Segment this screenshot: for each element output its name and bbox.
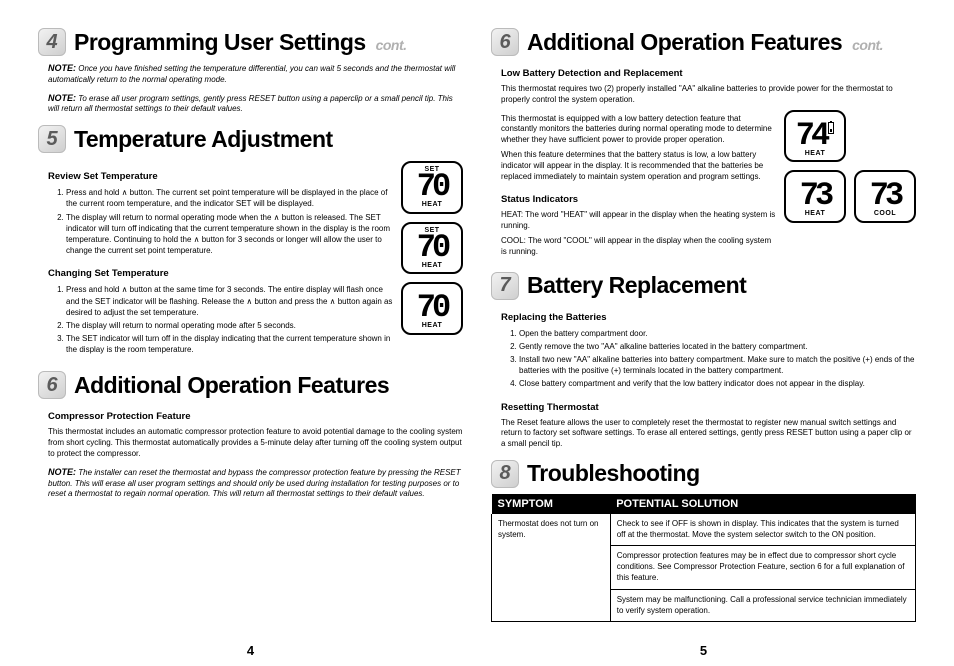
- table-header: POTENTIAL SOLUTION: [610, 494, 915, 514]
- steps-list: Press and hold ∧ button at the same time…: [48, 284, 393, 355]
- subheading: Resetting Thermostat: [501, 402, 916, 413]
- note: NOTE: The installer can reset the thermo…: [48, 466, 463, 500]
- step: Gently remove the two "AA" alkaline batt…: [519, 341, 916, 352]
- badge-4: 4: [38, 28, 66, 56]
- section-7-title: Battery Replacement: [527, 272, 746, 299]
- section-4-header: 4 Programming User Settings cont.: [38, 28, 463, 56]
- step: The SET indicator will turn off in the d…: [66, 333, 393, 355]
- lcd-display: 73 COOL: [854, 170, 916, 223]
- left-page: 4 Programming User Settings cont. NOTE: …: [24, 18, 477, 656]
- step: Press and hold ∧ button at the same time…: [66, 284, 393, 318]
- subheading: Compressor Protection Feature: [48, 411, 463, 422]
- cont-label: cont.: [376, 37, 407, 53]
- battery-icon: [828, 122, 834, 134]
- table-cell: Compressor protection features may be in…: [610, 546, 915, 589]
- section-6-title: Additional Operation Features: [527, 29, 842, 55]
- lcd-display: SET 70 HEAT: [401, 161, 463, 214]
- section-6-header: 6 Additional Operation Features cont.: [491, 28, 916, 56]
- lcd-display: 73 HEAT: [784, 170, 846, 223]
- table-header: SYMPTOM: [492, 494, 611, 514]
- subheading: Replacing the Batteries: [501, 312, 916, 323]
- section-6-header: 6 Additional Operation Features: [38, 371, 463, 399]
- paragraph: COOL: The word "COOL" will appear in the…: [501, 236, 776, 258]
- badge-6: 6: [38, 371, 66, 399]
- section-5-title: Temperature Adjustment: [74, 126, 333, 153]
- section-4-title: Programming User Settings: [74, 29, 366, 55]
- note: NOTE: To erase all user program settings…: [48, 92, 463, 116]
- subheading: Low Battery Detection and Replacement: [501, 68, 916, 79]
- paragraph: This thermostat includes an automatic co…: [48, 427, 463, 459]
- paragraph: This thermostat requires two (2) properl…: [501, 84, 916, 106]
- steps-list: Press and hold ∧ button. The current set…: [48, 187, 393, 256]
- lcd-display: 70 HEAT: [401, 282, 463, 335]
- steps-list: Open the battery compartment door. Gentl…: [501, 328, 916, 390]
- section-5-header: 5 Temperature Adjustment: [38, 125, 463, 153]
- badge-6: 6: [491, 28, 519, 56]
- badge-7: 7: [491, 272, 519, 300]
- table-cell: Check to see if OFF is shown in display.…: [610, 514, 915, 546]
- step: Install two new "AA" alkaline batteries …: [519, 354, 916, 376]
- subheading: Review Set Temperature: [48, 171, 393, 182]
- table-cell: System may be malfunctioning. Call a pro…: [610, 589, 915, 622]
- right-page: 6 Additional Operation Features cont. Lo…: [477, 18, 930, 656]
- paragraph: HEAT: The word "HEAT" will appear in the…: [501, 210, 776, 232]
- subheading: Status Indicators: [501, 194, 776, 205]
- paragraph: When this feature determines that the ba…: [501, 150, 776, 182]
- step: Open the battery compartment door.: [519, 328, 916, 339]
- section-8-title: Troubleshooting: [527, 460, 700, 487]
- step: The display will return to normal operat…: [66, 212, 393, 257]
- troubleshooting-table: SYMPTOM POTENTIAL SOLUTION Thermostat do…: [491, 494, 916, 623]
- page-number: 4: [24, 643, 477, 658]
- step: The display will return to normal operat…: [66, 320, 393, 331]
- page-number: 5: [477, 643, 930, 658]
- lcd-column: SET 70 HEAT SET 70 HEAT 70 HEAT: [401, 161, 463, 335]
- step: Close battery compartment and verify tha…: [519, 378, 916, 389]
- note: NOTE: Once you have finished setting the…: [48, 62, 463, 86]
- section-6-title: Additional Operation Features: [74, 372, 389, 399]
- subheading: Changing Set Temperature: [48, 268, 393, 279]
- step: Press and hold ∧ button. The current set…: [66, 187, 393, 209]
- section-7-header: 7 Battery Replacement: [491, 272, 916, 300]
- table-cell: Thermostat does not turn on system.: [492, 514, 611, 622]
- paragraph: The Reset feature allows the user to com…: [501, 418, 916, 450]
- badge-8: 8: [491, 460, 519, 488]
- table-row: Thermostat does not turn on system. Chec…: [492, 514, 916, 546]
- paragraph: This thermostat is equipped with a low b…: [501, 114, 776, 146]
- cont-label: cont.: [852, 37, 883, 53]
- lcd-display: SET 70 HEAT: [401, 222, 463, 275]
- badge-5: 5: [38, 125, 66, 153]
- section-8-header: 8 Troubleshooting: [491, 460, 916, 488]
- lcd-display: 74 HEAT: [784, 110, 846, 163]
